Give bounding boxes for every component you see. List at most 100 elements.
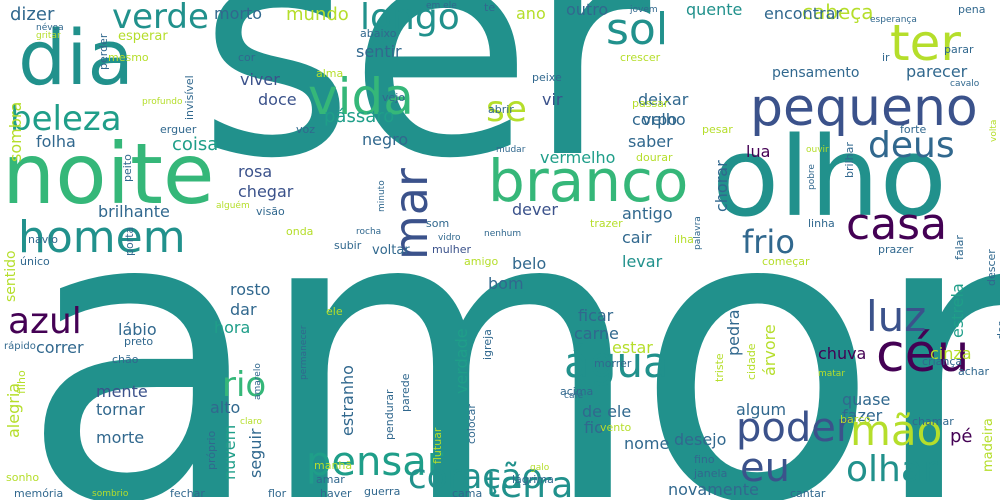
word: mão (850, 406, 943, 455)
word: chão (112, 353, 139, 366)
word: dizer (10, 4, 55, 25)
word: palavra (693, 216, 703, 250)
word: deixar (638, 90, 689, 109)
word: rápido (4, 341, 36, 352)
word: pesar (702, 123, 733, 136)
word: morto (214, 4, 263, 23)
word: café (564, 391, 584, 401)
word: cabeça (802, 0, 874, 24)
word: deus (868, 125, 955, 166)
word: de ele (582, 402, 632, 421)
word: vejo (382, 91, 406, 104)
word: manhã (314, 459, 353, 472)
word: peixe (532, 71, 562, 84)
word: ano (516, 4, 546, 23)
word: vento (600, 421, 632, 434)
word: amor (20, 127, 1000, 500)
word: verdade (452, 328, 471, 394)
word: outro (566, 0, 609, 19)
word: igreja (481, 329, 494, 360)
word: cavalo (950, 79, 980, 89)
word: linha (808, 217, 835, 230)
word: estar (612, 338, 653, 357)
word: invisível (183, 75, 196, 120)
word: casa (846, 199, 948, 250)
word: lábio (118, 320, 157, 339)
word: olho (712, 113, 947, 241)
word: coração (408, 457, 543, 497)
word: dourar (636, 151, 673, 164)
word: nenhum (484, 229, 522, 239)
word: água (564, 338, 669, 387)
word: doce (258, 90, 297, 109)
word: parar (944, 43, 974, 56)
word: forte (900, 123, 927, 136)
word: quase (842, 390, 891, 409)
word: próprio (205, 430, 218, 470)
word: parede (399, 373, 412, 412)
word: fino (694, 453, 715, 466)
word: pensamento (772, 65, 860, 81)
word: abrir (488, 103, 514, 116)
word: ouvir (806, 145, 829, 155)
word: cair (622, 228, 652, 247)
word: coisa (172, 134, 219, 155)
word: sentir (356, 42, 402, 61)
word: mundo (286, 4, 349, 25)
word: dor (995, 321, 1000, 340)
word: sonho (6, 471, 40, 484)
word: madeira (981, 418, 996, 472)
word: erguer (160, 123, 197, 136)
word: peito (121, 154, 134, 182)
word: correr (36, 338, 84, 357)
word: mudar (496, 145, 526, 155)
word: vidro (438, 233, 461, 243)
word: brilhante (98, 202, 170, 221)
word: navio (28, 233, 59, 246)
word: haver (320, 487, 352, 500)
word: achar (958, 365, 990, 378)
word: amarelo (253, 363, 263, 400)
word: jovem (630, 5, 658, 15)
word: lua (746, 142, 771, 161)
word: janela (694, 467, 728, 480)
word: eu (740, 445, 790, 491)
word: saber (628, 132, 673, 151)
word: frio (742, 223, 795, 261)
word: terra (486, 465, 574, 500)
word: nome (624, 434, 670, 453)
word: volta (989, 119, 999, 142)
word: único (20, 255, 50, 268)
word: cama (452, 487, 483, 500)
word: brilhar (843, 142, 856, 178)
word: dever (512, 200, 558, 219)
word: pássaro (324, 106, 395, 127)
word: fechar (170, 487, 205, 500)
word: chegar (238, 182, 294, 201)
word: rocha (356, 227, 382, 237)
word: ter (890, 14, 961, 72)
word: memória (14, 487, 64, 500)
word: sentido (3, 250, 19, 302)
word: acima (560, 385, 594, 398)
word: dar (230, 300, 257, 319)
word: ser (198, 0, 650, 224)
word: matar (818, 369, 846, 379)
word: preto (124, 335, 154, 348)
word: chorar (712, 160, 731, 212)
word: beleza (10, 99, 122, 139)
word: rosto (230, 280, 271, 299)
word: pensar (306, 439, 444, 485)
word: subir (334, 239, 362, 252)
word: morte (96, 428, 145, 447)
word: porta (123, 226, 136, 256)
word: minuto (377, 180, 387, 212)
word: parecer (906, 62, 968, 81)
word: poder (736, 405, 853, 451)
word: estrela (948, 283, 967, 338)
word: triste (713, 353, 726, 382)
word: pena (958, 3, 986, 16)
word: alguém (216, 201, 250, 211)
word: cor (238, 51, 256, 64)
word: algum (736, 400, 787, 419)
